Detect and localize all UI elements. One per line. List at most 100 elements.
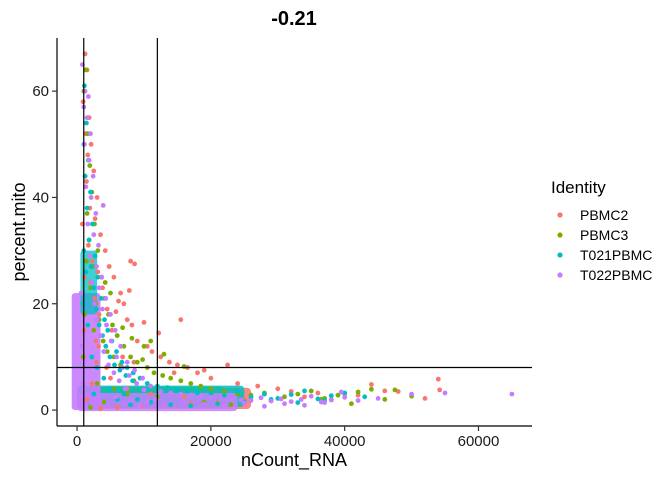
data-point: [308, 388, 314, 394]
data-point: [141, 387, 147, 393]
data-point: [238, 397, 244, 403]
data-point: [315, 390, 321, 396]
legend-label: PBMC3: [580, 227, 628, 243]
data-point: [130, 378, 136, 384]
data-point: [93, 211, 99, 216]
data-point: [113, 309, 119, 315]
data-point: [79, 343, 85, 349]
data-point: [128, 258, 134, 264]
data-point: [102, 248, 108, 254]
data-point: [338, 389, 344, 395]
legend-title: Identity: [551, 178, 606, 197]
data-point: [82, 312, 87, 317]
data-point: [148, 391, 154, 397]
data-point: [108, 338, 114, 344]
data-point: [158, 389, 164, 394]
data-point: [315, 396, 321, 402]
data-point: [84, 179, 89, 184]
data-point: [298, 397, 304, 402]
data-point: [84, 205, 90, 211]
data-point: [178, 378, 184, 384]
data-point: [218, 396, 224, 401]
data-point: [262, 403, 267, 409]
data-point: [89, 381, 95, 386]
data-point: [161, 351, 167, 357]
data-point: [201, 367, 207, 373]
data-point: [129, 322, 135, 328]
data-point: [248, 398, 254, 403]
data-point: [185, 389, 190, 394]
data-point: [116, 378, 122, 384]
data-point: [109, 327, 115, 333]
data-point: [168, 375, 174, 381]
data-point: [355, 389, 361, 395]
data-point: [161, 402, 167, 408]
data-point: [95, 274, 101, 280]
legend-label: T021PBMC: [580, 247, 652, 263]
data-point: [126, 373, 132, 378]
data-point: [120, 354, 125, 360]
reference-lines: [57, 38, 532, 426]
data-point: [90, 258, 95, 264]
data-point: [208, 375, 214, 381]
data-point: [328, 393, 334, 399]
data-point: [308, 393, 314, 399]
data-point: [355, 398, 361, 403]
data-point: [198, 393, 204, 399]
data-point: [228, 397, 234, 402]
data-point: [188, 392, 194, 398]
data-point: [171, 370, 177, 376]
data-point: [422, 396, 428, 401]
data-point: [120, 401, 126, 407]
density-column: [71, 293, 101, 411]
data-point: [88, 405, 93, 410]
data-point: [111, 370, 117, 376]
data-point: [90, 221, 95, 227]
data-point: [302, 402, 307, 408]
data-point: [221, 392, 227, 398]
data-point: [91, 232, 97, 238]
data-point: [91, 285, 97, 291]
data-point: [241, 400, 247, 406]
data-point: [82, 83, 87, 89]
data-point: [288, 399, 294, 404]
data-point: [102, 317, 107, 323]
data-point: [93, 338, 99, 344]
data-point: [235, 389, 241, 394]
data-point: [144, 343, 150, 349]
legend-items: PBMC2 PBMC3 T021PBMC T022PBMC: [557, 207, 652, 283]
data-point: [100, 306, 105, 312]
data-point: [88, 264, 94, 269]
data-point: [126, 288, 132, 293]
legend-label: PBMC2: [580, 207, 628, 223]
data-point: [99, 274, 105, 280]
data-point: [225, 362, 231, 368]
data-point: [362, 394, 368, 400]
data-point: [160, 373, 166, 378]
data-point: [195, 390, 200, 396]
data-point: [89, 280, 95, 285]
data-point: [80, 381, 86, 386]
data-point: [100, 338, 106, 344]
data-point: [94, 306, 99, 312]
data-point: [84, 211, 90, 216]
data-point: [85, 152, 91, 158]
data-point: [118, 290, 123, 296]
data-point: [158, 354, 164, 360]
y-axis-ticks: 0 20 40 60: [32, 83, 57, 419]
data-point: [84, 397, 90, 402]
data-point: [178, 391, 184, 397]
data-point: [148, 399, 154, 405]
data-point: [104, 306, 110, 312]
legend: Identity PBMC2 PBMC3 T021PBMC T022PBMC: [551, 178, 652, 283]
data-point: [111, 274, 117, 280]
data-point: [288, 392, 294, 397]
data-point: [97, 399, 103, 405]
data-point: [114, 333, 120, 338]
data-point: [85, 221, 91, 227]
data-point: [87, 163, 93, 169]
legend-key: [557, 252, 563, 258]
data-point: [134, 338, 140, 344]
data-point: [181, 364, 187, 369]
